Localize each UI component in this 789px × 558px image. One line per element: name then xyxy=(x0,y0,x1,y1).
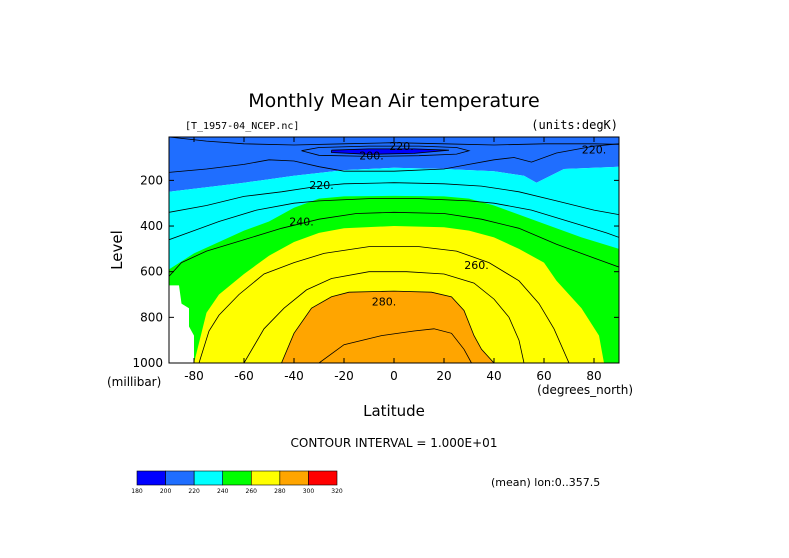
plot-area xyxy=(169,137,619,363)
x-tick-label-6: 40 xyxy=(486,369,501,383)
contour-260-7 xyxy=(198,246,570,363)
band-200-0 xyxy=(169,137,619,192)
colorbar-swatch-5 xyxy=(279,470,309,486)
contour-220-2 xyxy=(169,137,619,146)
contour-label-5: 260. xyxy=(464,259,489,272)
band-below-200 xyxy=(331,148,449,155)
colorbar-label-1: 200 xyxy=(160,488,172,495)
contour-250-6 xyxy=(169,211,619,277)
colorbar-label-2: 220 xyxy=(188,488,200,495)
contour-240-5 xyxy=(169,198,619,241)
colorbar-swatch-2 xyxy=(193,470,224,486)
y-tick-label-2: 600 xyxy=(140,265,163,279)
colorbar-swatch-0 xyxy=(136,470,166,486)
contour-interval-note: CONTOUR INTERVAL = 1.000E+01 xyxy=(291,436,498,450)
band-280-5 xyxy=(281,291,494,363)
contour-lines xyxy=(169,137,619,363)
contour-label-2: 220. xyxy=(582,144,607,157)
y-tick-label-1: 400 xyxy=(140,219,163,233)
x-tick-label-3: -20 xyxy=(334,369,354,383)
contour-label-1: 220. xyxy=(389,140,414,153)
y-axis-label: Level xyxy=(108,230,126,270)
contour-230-4 xyxy=(169,182,619,215)
x-tick-label-8: 80 xyxy=(586,369,601,383)
contour-200-0 xyxy=(301,145,471,157)
x-tick-label-0: -80 xyxy=(184,369,204,383)
contour-270-8 xyxy=(243,271,525,363)
contour-label-4: 240. xyxy=(289,215,314,228)
contour-220-3 xyxy=(169,143,619,173)
contour-280-9 xyxy=(281,290,495,363)
colorbar-swatch-1 xyxy=(165,470,195,486)
y-tick-label-4: 1000 xyxy=(132,356,163,370)
colorbar-swatch-6 xyxy=(308,470,338,486)
contour-label-0: 200. xyxy=(359,149,384,162)
colorbar-label-7: 320 xyxy=(331,488,343,495)
y-axis-units: (millibar) xyxy=(107,375,161,389)
colorbar-label-3: 240 xyxy=(217,488,229,495)
colorbar-swatch-3 xyxy=(222,470,252,486)
x-tick-label-2: -40 xyxy=(284,369,304,383)
contour-200-1 xyxy=(331,148,450,155)
units-label: (units:degK) xyxy=(531,118,618,132)
colorbar-swatch-4 xyxy=(250,470,281,486)
x-axis-label: Latitude xyxy=(363,402,425,420)
chart-title: Monthly Mean Air temperature xyxy=(248,90,539,112)
colorbar-label-0: 180 xyxy=(131,488,143,495)
subset-note: (mean) lon:0..357.5 xyxy=(491,476,600,489)
x-axis-units: (degrees_north) xyxy=(537,383,633,397)
y-tick-label-0: 200 xyxy=(140,173,163,187)
x-tick-label-4: 0 xyxy=(390,369,398,383)
missing-data-area xyxy=(169,285,194,363)
colorbar-label-4: 260 xyxy=(246,488,258,495)
missing-region xyxy=(169,285,194,363)
x-axis: -80 -60 -40 -20 0 20 40 60 80 xyxy=(184,137,602,383)
contour-label-6: 280. xyxy=(372,295,397,308)
colorbar-label-5: 280 xyxy=(274,488,286,495)
y-tick-label-3: 800 xyxy=(140,310,163,324)
colorbar: 180 200 220 240 260 280 300 320 xyxy=(131,470,343,495)
contour-labels: 200. 220. 220. 220. 240. 260. 280. xyxy=(289,140,606,308)
contour-290-10 xyxy=(318,328,472,363)
contour-label-3: 220. xyxy=(309,179,334,192)
x-tick-label-1: -60 xyxy=(234,369,254,383)
y-axis: 200 400 600 800 1000 xyxy=(132,173,619,370)
x-tick-label-5: 20 xyxy=(436,369,451,383)
dataset-label: [T_1957-04_NCEP.nc] xyxy=(185,121,299,132)
x-tick-label-7: 60 xyxy=(536,369,551,383)
colorbar-label-6: 300 xyxy=(303,488,315,495)
